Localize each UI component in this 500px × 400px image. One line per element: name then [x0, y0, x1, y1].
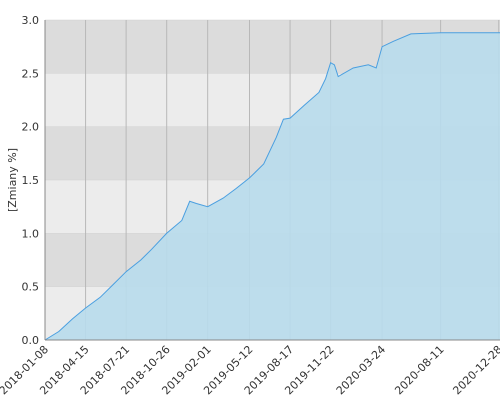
y-tick-label: 1.0	[22, 227, 40, 240]
line	[44, 32, 500, 341]
y-tick-label: 0.0	[22, 334, 40, 347]
y-tick-label: 1.5	[22, 174, 40, 187]
x-tick-label: 2020-08-11	[392, 343, 446, 397]
y-axis-label: [Zmiany %]	[6, 148, 19, 212]
x-tick-label: 2020-12-28	[450, 343, 500, 397]
area	[45, 32, 500, 341]
y-tick-label: 2.0	[22, 121, 40, 134]
y-tick-label: 0.5	[22, 281, 40, 294]
y-tick-label: 2.5	[22, 67, 40, 80]
x-tick-label: 2020-03-24	[334, 343, 388, 397]
y-tick-label: 3.0	[22, 14, 40, 27]
